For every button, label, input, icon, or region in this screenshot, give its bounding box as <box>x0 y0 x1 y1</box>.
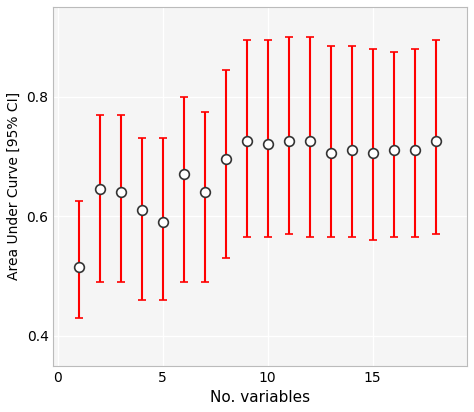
X-axis label: No. variables: No. variables <box>210 390 310 405</box>
Y-axis label: Area Under Curve [95% CI]: Area Under Curve [95% CI] <box>7 92 21 280</box>
